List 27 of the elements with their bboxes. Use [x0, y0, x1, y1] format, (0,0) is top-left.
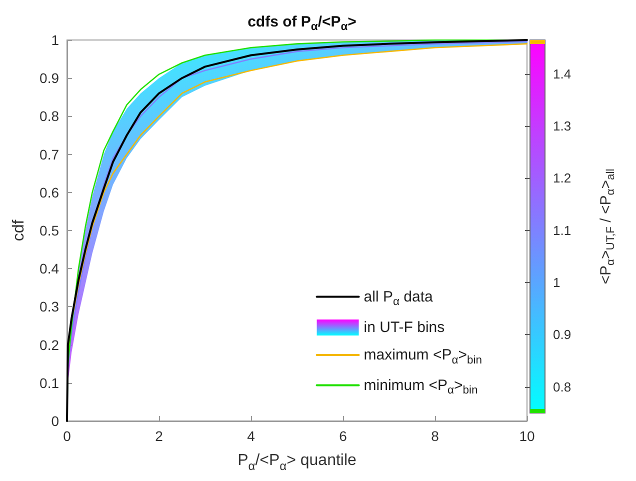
legend-label: in UT-F bins [364, 319, 445, 336]
x-tick-label: 2 [155, 428, 164, 444]
color-bar-label: 1.2 [553, 170, 572, 186]
y-tick-label: 0.7 [40, 146, 60, 162]
color-bar-label: 0.9 [553, 327, 572, 342]
x-tick-label: 0 [63, 428, 72, 444]
color-bar-label: 0.8 [553, 379, 572, 394]
y-tick-label: 0.5 [40, 222, 60, 238]
y-tick-label: 0.1 [40, 374, 60, 391]
y-tick-label: 0.2 [40, 336, 60, 353]
x-tick-label: 4 [247, 428, 256, 444]
color-bar-label: 1 [553, 275, 560, 290]
y-tick-label: 0.3 [40, 298, 60, 315]
color-bar-title: <Pα>UT,F / <Pα>all [597, 168, 617, 284]
y-tick-label: 1 [51, 32, 60, 48]
y-tick-label: 0 [51, 413, 60, 429]
y-tick-label: 0.6 [40, 184, 60, 200]
x-tick-label: 8 [431, 428, 440, 444]
color-bar-label: 1.3 [553, 118, 572, 134]
y-tick-label: 0.4 [40, 260, 60, 277]
x-tick-label: 6 [339, 428, 348, 444]
y-axis-title: cdf [10, 219, 28, 242]
y-tick-label: 0.8 [40, 108, 60, 124]
y-tick-label: 0.9 [40, 70, 60, 86]
x-tick-label: 10 [519, 428, 535, 444]
color-bar-label: 1.1 [553, 222, 572, 238]
color-bar-label: 1.4 [553, 66, 572, 82]
